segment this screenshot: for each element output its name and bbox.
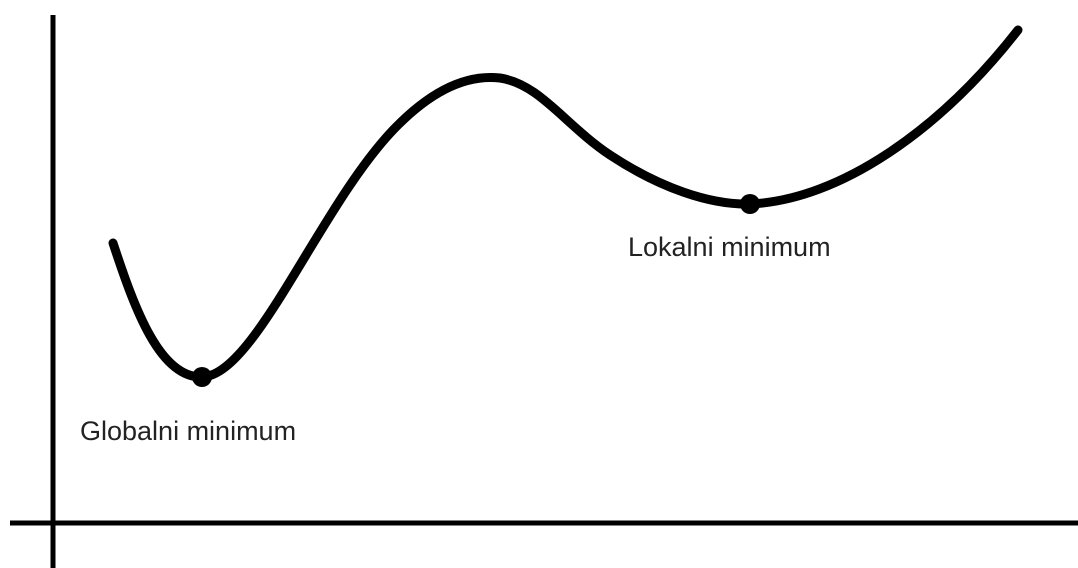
local-minimum-label: Lokalni minimum: [628, 232, 831, 262]
local-minimum-dot: [740, 194, 760, 214]
global-minimum-dot: [192, 367, 212, 387]
global-minimum-label: Globalni minimum: [80, 416, 296, 446]
